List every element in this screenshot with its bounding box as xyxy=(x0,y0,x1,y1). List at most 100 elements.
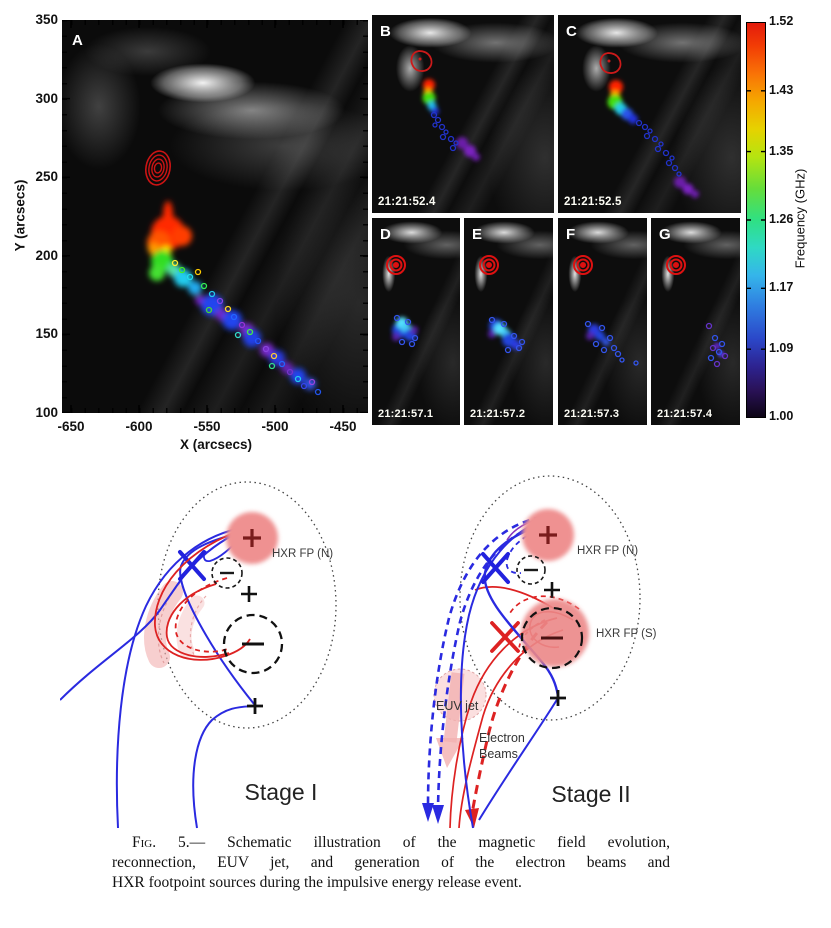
reconnection-x-blue xyxy=(178,550,206,581)
hxr-contour xyxy=(666,255,686,275)
panel-D-jet-overlay xyxy=(386,255,419,348)
centroid-scatter-rings xyxy=(488,316,526,354)
panel-C-jet-overlay xyxy=(599,52,699,198)
negative-polarity-large xyxy=(222,613,284,675)
negative-polarity-small xyxy=(516,555,546,585)
x-axis-label: X (arcsecs) xyxy=(179,437,253,452)
panel-letter: E xyxy=(472,226,483,243)
caption-line: HXR footpoint sources during the impulsi… xyxy=(112,874,522,891)
centroid-scatter-rings xyxy=(635,119,682,177)
polarity-plus xyxy=(247,698,263,714)
hxr-contour xyxy=(479,255,499,275)
colorbar-tick-label: 1.17 xyxy=(769,280,794,294)
reconnection-x-blue xyxy=(481,552,510,584)
x-tick-label: -550 xyxy=(193,419,221,434)
caption-line: reconnection, EUV jet, and generation of… xyxy=(112,854,670,871)
x-tick-label: -650 xyxy=(57,419,85,434)
panel-C-image: C 21:21:52.5 xyxy=(558,15,741,213)
y-axis-label: Y (arcsecs) xyxy=(12,179,28,252)
electron-beams-label-line1: Electron xyxy=(479,731,525,745)
radio-centroid-blob-cluster xyxy=(607,80,699,198)
axis-ticks-bottom xyxy=(71,408,366,413)
axis-ticks-right xyxy=(363,20,368,413)
polarity-plus xyxy=(243,529,261,547)
timestamp: 21:21:57.1 xyxy=(378,408,434,420)
negative-polarity-large xyxy=(520,606,584,670)
timestamp: 21:21:52.5 xyxy=(564,196,622,208)
polarity-plus xyxy=(539,526,557,544)
major-ticks xyxy=(62,20,368,413)
panel-B-image: B 21:21:52.4 xyxy=(372,15,554,213)
timestamp: 21:21:52.4 xyxy=(378,196,436,208)
panel-G-image: G 21:21:57.4 xyxy=(651,218,740,425)
colorbar-ticks xyxy=(746,90,766,350)
centroid-scatter-rings xyxy=(705,322,729,368)
axis-ticks-left xyxy=(62,20,67,413)
negative-polarity-small xyxy=(211,557,243,589)
hxr-contour xyxy=(386,255,406,275)
colorbar-axis-label: Frequency (GHz) xyxy=(792,168,808,269)
hxr-fp-s-label: HXR FP (S) xyxy=(596,628,657,640)
y-tick-label: 250 xyxy=(35,169,58,184)
stage1-title: Stage I xyxy=(245,779,318,805)
centroid-scatter-rings xyxy=(393,314,419,348)
caption-line: Fig. 5.— Schematic illustration of the m… xyxy=(112,833,670,853)
hxr-contour xyxy=(599,52,622,74)
stage2-title: Stage II xyxy=(551,781,630,807)
radio-centroid-blob-cluster xyxy=(586,324,610,346)
field-line-blue xyxy=(60,526,255,829)
panel-E-jet-overlay xyxy=(479,255,526,354)
panel-E-image: E 21:21:57.2 xyxy=(464,218,553,425)
stage1-diagram: HXR FP (N) Stage I xyxy=(60,481,337,829)
x-tick-label: -600 xyxy=(125,419,153,434)
stage2-diagram: HXR FP (N) HXR FP (S) EUV jet Electron B… xyxy=(422,475,657,829)
polarity-plus xyxy=(241,586,257,602)
y-tick-label: 100 xyxy=(35,405,58,420)
colorbar xyxy=(746,22,766,418)
colorbar-tick-label: 1.26 xyxy=(769,212,794,226)
centroid-scatter-rings xyxy=(171,259,322,396)
panel-letter: C xyxy=(566,23,577,40)
panel-A-jet-overlay xyxy=(62,20,368,413)
polarity-plus xyxy=(544,582,560,598)
radio-centroid-blob-cluster xyxy=(147,201,316,390)
euv-jet-arrow xyxy=(436,672,465,768)
electron-beams-label-line2: Beams xyxy=(479,747,518,761)
colorbar-tick-label: 1.00 xyxy=(769,409,794,423)
caption-figure-number: Fig. 5.— xyxy=(132,834,206,851)
figure-caption: Fig. 5.— Schematic illustration of the m… xyxy=(112,833,670,893)
polarity-plus xyxy=(550,690,566,706)
y-tick-label: 150 xyxy=(35,326,58,341)
panel-B-jet-overlay xyxy=(410,50,480,161)
panel-F-image: F 21:21:57.3 xyxy=(558,218,647,425)
y-tick-label: 200 xyxy=(35,248,58,263)
colorbar-tick-label: 1.09 xyxy=(769,341,794,355)
hxr-contour-core xyxy=(607,59,611,63)
electron-beam-blue-arrows xyxy=(422,515,546,824)
x-tick-label: -450 xyxy=(329,419,357,434)
active-region-boundary xyxy=(157,481,337,729)
panel-letter: F xyxy=(566,226,576,243)
hxr-fp-n-label: HXR FP (N) xyxy=(272,548,333,560)
timestamp: 21:21:57.3 xyxy=(564,408,620,420)
timestamp: 21:21:57.2 xyxy=(470,408,526,420)
hxr-contour-core xyxy=(418,57,422,61)
active-region-boundary xyxy=(459,475,641,721)
panel-D-image: D 21:21:57.1 xyxy=(372,218,460,425)
y-tick-label: 350 xyxy=(35,12,58,27)
panel-letter: D xyxy=(380,226,391,243)
caption-text: Schematic illustration of the magnetic f… xyxy=(227,834,670,851)
hxr-contour xyxy=(410,50,433,72)
panel-letter: B xyxy=(380,23,391,40)
y-tick-label: 300 xyxy=(35,91,58,106)
hxr-contour xyxy=(573,255,593,275)
colorbar-tick-label: 1.43 xyxy=(769,83,794,97)
field-line-red xyxy=(154,526,251,661)
hxr-contour xyxy=(145,150,171,186)
centroid-scatter-rings xyxy=(584,320,639,366)
panel-A-image: A xyxy=(62,20,368,413)
panel-letter: G xyxy=(659,226,671,243)
centroid-scatter-rings xyxy=(430,111,459,152)
panel-letter: A xyxy=(72,32,83,49)
